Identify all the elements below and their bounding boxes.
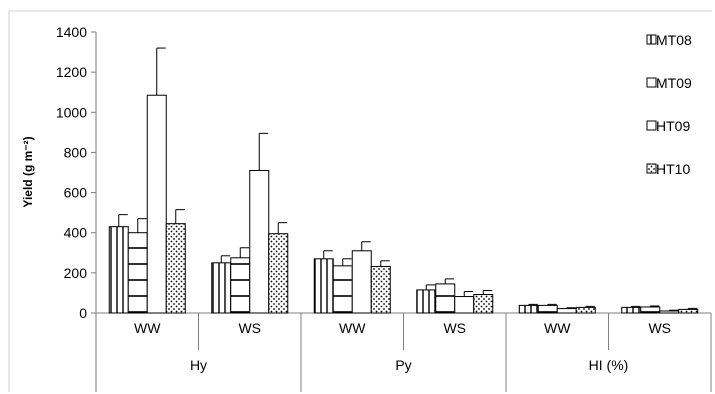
bar-mt08 — [313, 258, 334, 314]
legend-label-mt08: MT08 — [656, 32, 692, 48]
bar-ht09 — [146, 94, 167, 314]
bar-ht10 — [370, 265, 391, 314]
y-tick-label: 600 — [64, 185, 88, 201]
bar-ht09 — [454, 296, 475, 314]
legend-swatch-ht09 — [646, 120, 657, 131]
x-group-label: Hy — [190, 357, 207, 373]
bar-ht09 — [556, 308, 577, 314]
x-category-label: WW — [339, 320, 366, 336]
y-tick-label: 1200 — [56, 64, 87, 80]
bar-ht09 — [351, 250, 372, 314]
x-category-label: WW — [134, 320, 161, 336]
bar-mt08 — [211, 262, 232, 314]
legend-swatch-ht10 — [646, 163, 657, 174]
x-axis: WW WS Hy WW WS Py WW WS HI (%) — [95, 312, 712, 392]
legend-swatch-mt09 — [646, 77, 657, 88]
bar-mt09 — [537, 304, 558, 314]
bar-ht10 — [575, 306, 596, 314]
bar-mt08 — [518, 304, 539, 314]
bar-mt09 — [640, 306, 661, 314]
x-category-label: WS — [648, 320, 671, 336]
x-category-label: WS — [443, 320, 466, 336]
bar-mt09 — [332, 265, 353, 314]
legend-swatch-mt08 — [646, 34, 657, 45]
bar-ht09 — [659, 310, 680, 314]
bar-ht10 — [165, 223, 186, 314]
bar-ht10 — [268, 233, 289, 314]
y-tick-label: 1400 — [56, 24, 87, 40]
bars — [108, 47, 699, 314]
bar-ht10 — [473, 294, 494, 314]
legend-label-mt09: MT09 — [656, 75, 692, 91]
y-axis: 0 200 400 600 800 1000 1200 1400 — [56, 24, 97, 321]
x-group-label: HI (%) — [589, 357, 629, 373]
bar-mt08 — [416, 289, 437, 314]
x-category-label: WW — [544, 320, 571, 336]
legend-label-ht10: HT10 — [656, 161, 690, 177]
y-tick-label: 800 — [64, 144, 88, 160]
bar-mt08 — [108, 226, 129, 314]
bar-ht09 — [249, 169, 270, 314]
x-group-label: Py — [395, 357, 411, 373]
bar-mt09 — [435, 283, 456, 314]
y-axis-label: Yield (g m⁻²) — [21, 136, 35, 207]
bar-mt09 — [230, 257, 251, 314]
bar-ht10 — [678, 308, 699, 314]
y-tick-label: 0 — [79, 305, 87, 321]
x-category-label: WS — [238, 320, 261, 336]
bar-mt09 — [127, 232, 148, 314]
y-tick-label: 400 — [64, 225, 88, 241]
y-tick-label: 1000 — [56, 104, 87, 120]
legend-label-ht09: HT09 — [656, 118, 690, 134]
legend: MT08 MT09 HT09 HT10 — [646, 32, 692, 177]
bar-mt08 — [621, 306, 642, 314]
y-tick-label: 200 — [64, 265, 88, 281]
